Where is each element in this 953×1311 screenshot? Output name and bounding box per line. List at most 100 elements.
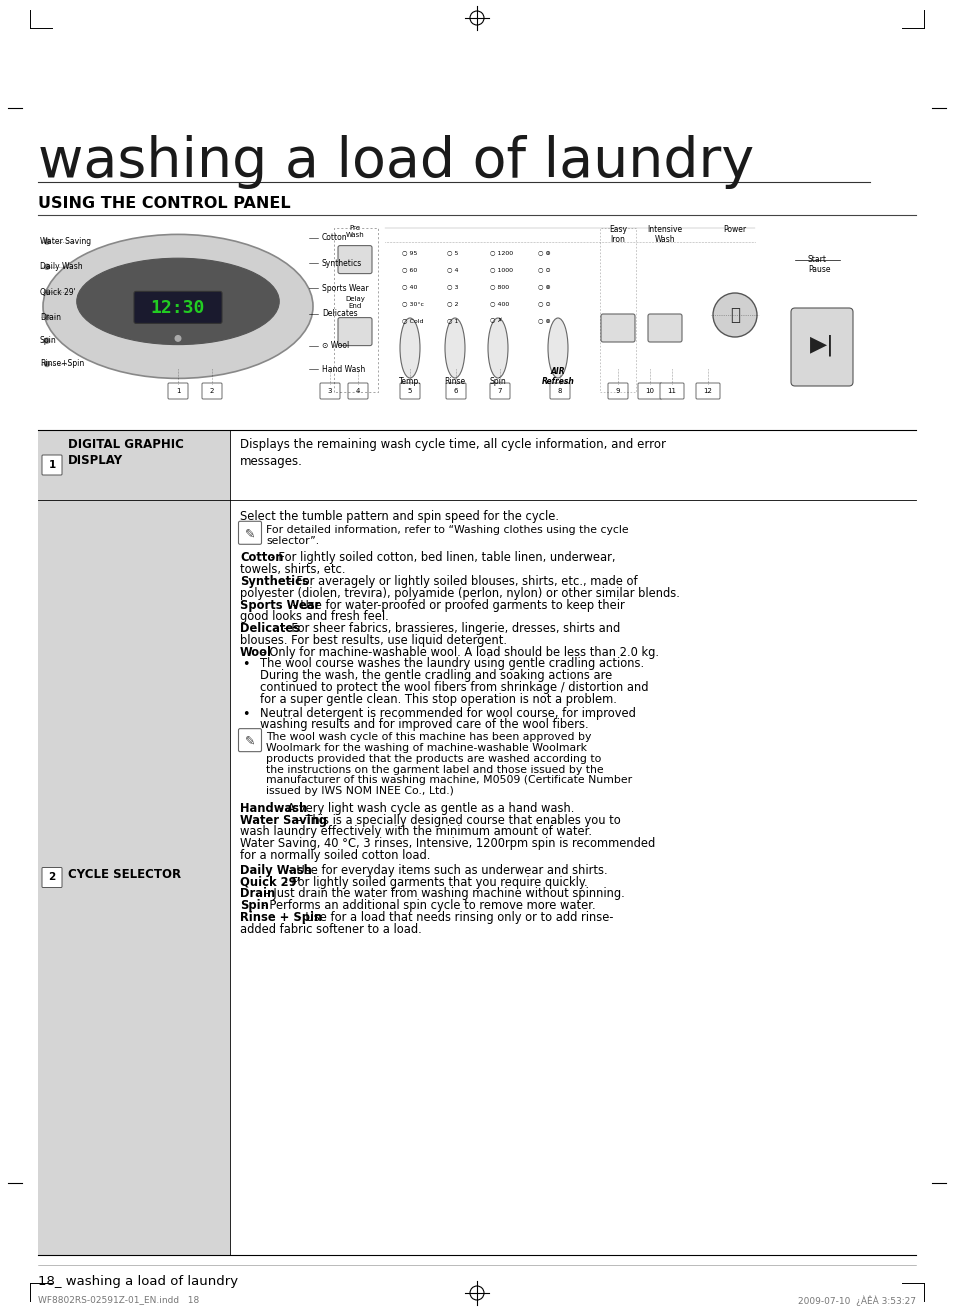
Text: 1: 1 xyxy=(175,388,180,395)
Text: - Just drain the water from washing machine without spinning.: - Just drain the water from washing mach… xyxy=(262,888,624,901)
Text: Daily Wash: Daily Wash xyxy=(40,262,83,271)
Text: Spin: Spin xyxy=(240,899,269,912)
Text: For detailed information, refer to “Washing clothes using the cycle: For detailed information, refer to “Wash… xyxy=(266,524,628,535)
Text: ⊙ Wool: ⊙ Wool xyxy=(322,341,349,350)
FancyBboxPatch shape xyxy=(638,383,661,399)
Text: Intensive
Wash: Intensive Wash xyxy=(647,225,681,244)
FancyBboxPatch shape xyxy=(647,315,681,342)
FancyBboxPatch shape xyxy=(38,430,230,499)
Text: polyester (diolen, trevira), polyamide (perlon, nylon) or other similar blends.: polyester (diolen, trevira), polyamide (… xyxy=(240,587,679,599)
FancyBboxPatch shape xyxy=(238,729,261,751)
FancyBboxPatch shape xyxy=(337,245,372,274)
Text: ○ 3: ○ 3 xyxy=(447,284,458,288)
Circle shape xyxy=(45,290,50,295)
Text: washing a load of laundry: washing a load of laundry xyxy=(38,135,754,189)
FancyBboxPatch shape xyxy=(399,383,419,399)
Text: continued to protect the wool fibers from shrinkage / distortion and: continued to protect the wool fibers fro… xyxy=(260,680,648,694)
Text: - Use for a load that needs rinsing only or to add rinse-: - Use for a load that needs rinsing only… xyxy=(294,911,613,924)
Text: - This is a specially designed course that enables you to: - This is a specially designed course th… xyxy=(294,814,619,827)
Text: Easy
Iron: Easy Iron xyxy=(608,225,626,244)
Text: for a normally soiled cotton load.: for a normally soiled cotton load. xyxy=(240,850,430,863)
Circle shape xyxy=(174,334,181,342)
Text: 10: 10 xyxy=(645,388,654,395)
Text: Cotton: Cotton xyxy=(322,233,347,243)
Text: Daily Wash: Daily Wash xyxy=(240,864,312,877)
FancyBboxPatch shape xyxy=(600,315,635,342)
FancyBboxPatch shape xyxy=(790,308,852,385)
Text: 6: 6 xyxy=(454,388,457,395)
Text: 12:30: 12:30 xyxy=(151,299,205,317)
Text: manufacturer of this washing machine, M0509 (Certificate Number: manufacturer of this washing machine, M0… xyxy=(266,775,632,785)
Text: - For lightly soiled garments that you require quickly.: - For lightly soiled garments that you r… xyxy=(280,876,587,889)
Text: Drain: Drain xyxy=(40,313,61,321)
Text: Sports Wear: Sports Wear xyxy=(322,284,368,292)
Text: 2: 2 xyxy=(210,388,214,395)
Text: ○ 400: ○ 400 xyxy=(490,302,509,305)
Text: ○ 800: ○ 800 xyxy=(490,284,509,288)
FancyBboxPatch shape xyxy=(607,383,627,399)
Text: Quick 29': Quick 29' xyxy=(40,287,75,296)
Text: AIR
Refresh: AIR Refresh xyxy=(541,367,574,385)
Text: ✎: ✎ xyxy=(245,734,255,747)
Text: - Use for everyday items such as underwear and shirts.: - Use for everyday items such as underwe… xyxy=(285,864,607,877)
Text: Rinse+Spin: Rinse+Spin xyxy=(40,359,84,368)
Text: Power: Power xyxy=(722,225,746,233)
Text: ○ ⊙: ○ ⊙ xyxy=(537,302,550,305)
FancyBboxPatch shape xyxy=(696,383,720,399)
Text: ○ ⊗: ○ ⊗ xyxy=(537,284,550,288)
Text: selector”.: selector”. xyxy=(266,536,319,545)
Text: ○ Cold: ○ Cold xyxy=(401,319,423,323)
Text: CYCLE SELECTOR: CYCLE SELECTOR xyxy=(68,868,181,881)
Text: •: • xyxy=(242,708,250,721)
FancyBboxPatch shape xyxy=(42,868,62,888)
Circle shape xyxy=(45,362,50,367)
Text: Select the tumble pattern and spin speed for the cycle.: Select the tumble pattern and spin speed… xyxy=(240,510,558,523)
Text: Spin: Spin xyxy=(40,336,56,345)
Text: ○ ⊕: ○ ⊕ xyxy=(537,250,550,256)
Text: - A very light wash cycle as gentle as a hand wash.: - A very light wash cycle as gentle as a… xyxy=(275,802,574,815)
Ellipse shape xyxy=(76,258,279,345)
Text: ○ 5: ○ 5 xyxy=(447,250,457,256)
FancyBboxPatch shape xyxy=(659,383,683,399)
Text: 8: 8 xyxy=(558,388,561,395)
FancyBboxPatch shape xyxy=(319,383,339,399)
FancyBboxPatch shape xyxy=(490,383,510,399)
Text: Rinse + Spin: Rinse + Spin xyxy=(240,911,322,924)
FancyBboxPatch shape xyxy=(446,383,465,399)
Text: ○ 1200: ○ 1200 xyxy=(490,250,513,256)
Text: Woolmark for the washing of machine-washable Woolmark: Woolmark for the washing of machine-wash… xyxy=(266,743,586,753)
Text: Pre
Wash: Pre Wash xyxy=(345,225,364,239)
Text: 5: 5 xyxy=(407,388,412,395)
FancyBboxPatch shape xyxy=(38,499,230,1255)
Circle shape xyxy=(45,338,50,343)
Text: wash laundry effectively with the minimum amount of water.: wash laundry effectively with the minimu… xyxy=(240,826,592,839)
Text: ○ ⊗: ○ ⊗ xyxy=(537,319,550,323)
Text: Spin: Spin xyxy=(489,378,506,385)
Text: ▶|: ▶| xyxy=(809,334,834,355)
Text: 2009-07-10  ¿ÀÊÀ 3:53:27: 2009-07-10 ¿ÀÊÀ 3:53:27 xyxy=(797,1295,915,1306)
Text: ○ 30°c: ○ 30°c xyxy=(401,302,423,305)
Text: the instructions on the garment label and those issued by the: the instructions on the garment label an… xyxy=(266,764,603,775)
Text: for a super gentle clean. This stop operation is not a problem.: for a super gentle clean. This stop oper… xyxy=(260,692,617,705)
Text: 4: 4 xyxy=(355,388,360,395)
FancyBboxPatch shape xyxy=(202,383,222,399)
Text: The wool course washes the laundry using gentle cradling actions.: The wool course washes the laundry using… xyxy=(260,657,643,670)
Ellipse shape xyxy=(547,319,567,378)
FancyBboxPatch shape xyxy=(238,522,261,544)
Circle shape xyxy=(712,292,757,337)
Text: Temp.: Temp. xyxy=(398,378,421,385)
FancyBboxPatch shape xyxy=(348,383,368,399)
Text: DIGITAL GRAPHIC
DISPLAY: DIGITAL GRAPHIC DISPLAY xyxy=(68,438,184,467)
Text: issued by IWS NOM INEE Co., Ltd.): issued by IWS NOM INEE Co., Ltd.) xyxy=(266,787,454,796)
Text: ○ ⊙: ○ ⊙ xyxy=(537,267,550,271)
Text: Sports Wear: Sports Wear xyxy=(240,599,320,611)
Text: ○ 1000: ○ 1000 xyxy=(490,267,513,271)
Text: 7: 7 xyxy=(497,388,501,395)
FancyBboxPatch shape xyxy=(168,383,188,399)
Circle shape xyxy=(45,315,50,320)
Text: Neutral detergent is recommended for wool course, for improved: Neutral detergent is recommended for woo… xyxy=(260,707,636,720)
Text: 3: 3 xyxy=(328,388,332,395)
Text: Rinse: Rinse xyxy=(444,378,465,385)
Text: Handwash: Handwash xyxy=(240,802,307,815)
Ellipse shape xyxy=(399,319,419,378)
